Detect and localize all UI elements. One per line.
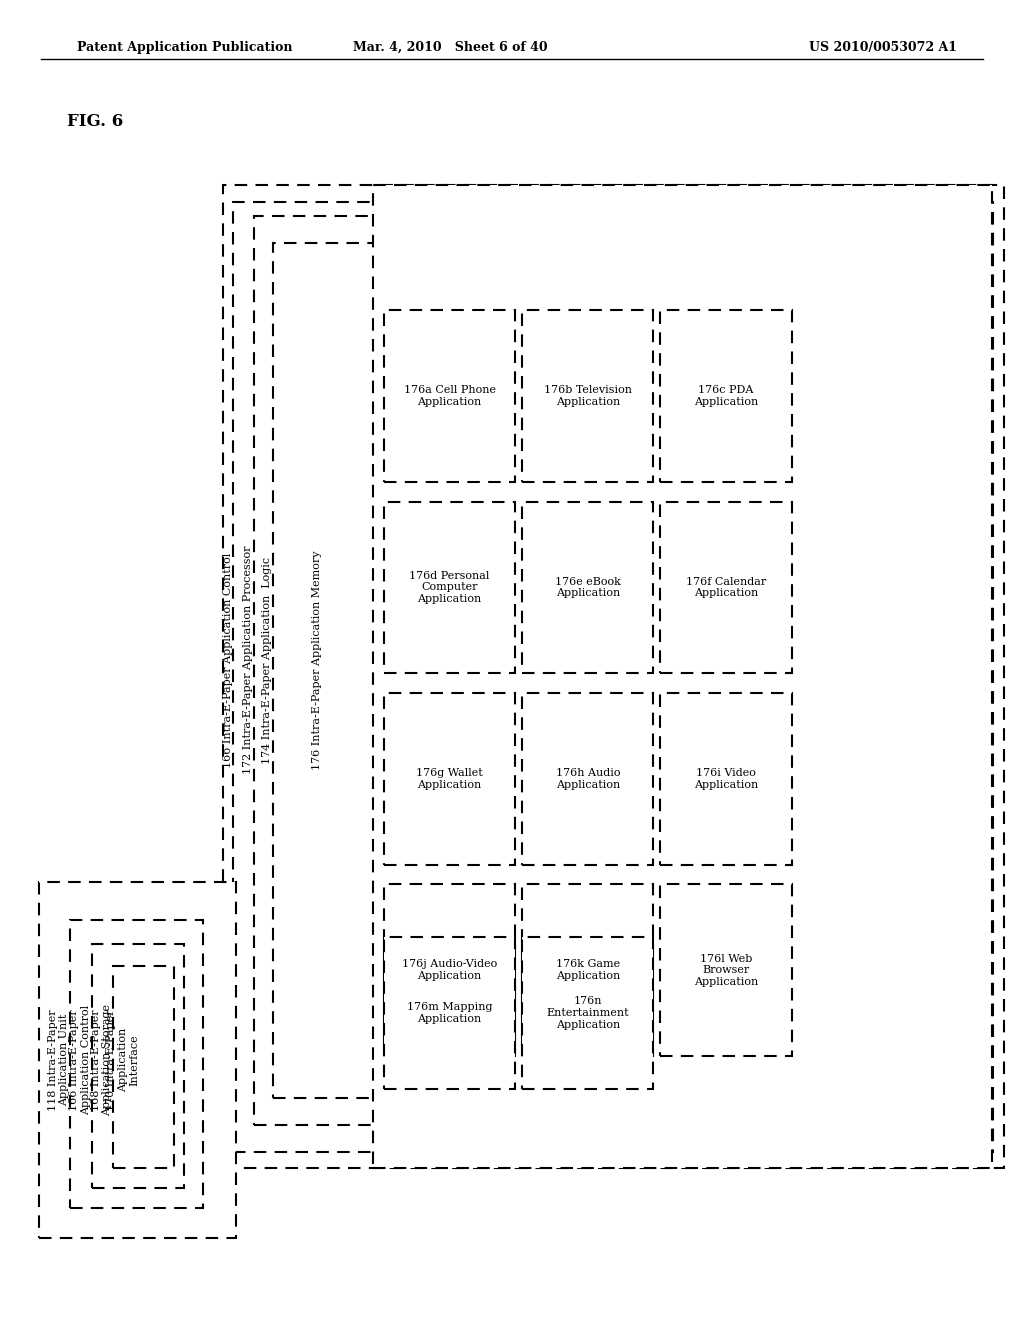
FancyBboxPatch shape [384,693,515,865]
Text: 176d Personal
Computer
Application: 176d Personal Computer Application [410,570,489,605]
Text: 174 Intra-E-Paper Application  Logic: 174 Intra-E-Paper Application Logic [262,557,272,763]
FancyBboxPatch shape [384,310,515,482]
FancyBboxPatch shape [522,884,653,1056]
Text: Patent Application Publication: Patent Application Publication [77,41,292,54]
FancyBboxPatch shape [273,243,951,1098]
FancyBboxPatch shape [384,937,515,1089]
FancyBboxPatch shape [522,693,653,865]
Text: 176e eBook
Application: 176e eBook Application [555,577,621,598]
FancyBboxPatch shape [39,882,236,1238]
FancyBboxPatch shape [660,693,792,865]
FancyBboxPatch shape [522,502,653,673]
FancyBboxPatch shape [254,216,971,1125]
Text: 176g Wallet
Application: 176g Wallet Application [416,768,483,789]
Text: 176h Audio
Application: 176h Audio Application [556,768,620,789]
Text: 166 Intra-E-Paper
Application Control: 166 Intra-E-Paper Application Control [69,1005,91,1115]
Text: US 2010/0053072 A1: US 2010/0053072 A1 [809,41,957,54]
Text: 118 Intra-E-Paper
Application Unit: 118 Intra-E-Paper Application Unit [47,1010,70,1110]
FancyBboxPatch shape [384,502,515,673]
FancyBboxPatch shape [113,966,174,1168]
Text: 176k Game
Application: 176k Game Application [556,960,620,981]
Text: 172 Intra-E-Paper Application Processor: 172 Intra-E-Paper Application Processor [243,545,253,775]
FancyBboxPatch shape [660,884,792,1056]
Text: 176i Video
Application: 176i Video Application [694,768,758,789]
Text: 176n
Entertainment
Application: 176n Entertainment Application [547,997,629,1030]
Text: 168 Intra-E-Paper
Application Storage: 168 Intra-E-Paper Application Storage [90,1005,113,1115]
FancyBboxPatch shape [384,884,515,1056]
FancyBboxPatch shape [522,937,653,1089]
Text: 176l Web
Browser
Application: 176l Web Browser Application [694,953,758,987]
Text: 176 Intra-E-Paper Application Memory: 176 Intra-E-Paper Application Memory [312,550,323,770]
Text: 170 Intra-E-Paper
Application
Interface: 170 Intra-E-Paper Application Interface [106,1010,139,1110]
FancyBboxPatch shape [373,185,992,1168]
Text: 176j Audio-Video
Application: 176j Audio-Video Application [401,960,498,981]
Text: 166 Intra-E-Paper Application Control: 166 Intra-E-Paper Application Control [223,552,233,768]
Text: 176f Calendar
Application: 176f Calendar Application [686,577,766,598]
Text: 176m Mapping
Application: 176m Mapping Application [407,1002,493,1024]
Text: FIG. 6: FIG. 6 [67,114,123,129]
FancyBboxPatch shape [92,944,184,1188]
Text: 176b Television
Application: 176b Television Application [544,385,632,407]
FancyBboxPatch shape [70,920,203,1208]
FancyBboxPatch shape [233,202,993,1152]
Text: Mar. 4, 2010   Sheet 6 of 40: Mar. 4, 2010 Sheet 6 of 40 [353,41,548,54]
Text: 176a Cell Phone
Application: 176a Cell Phone Application [403,385,496,407]
FancyBboxPatch shape [522,310,653,482]
FancyBboxPatch shape [223,185,1004,1168]
FancyBboxPatch shape [660,502,792,673]
FancyBboxPatch shape [660,310,792,482]
Text: 176c PDA
Application: 176c PDA Application [694,385,758,407]
